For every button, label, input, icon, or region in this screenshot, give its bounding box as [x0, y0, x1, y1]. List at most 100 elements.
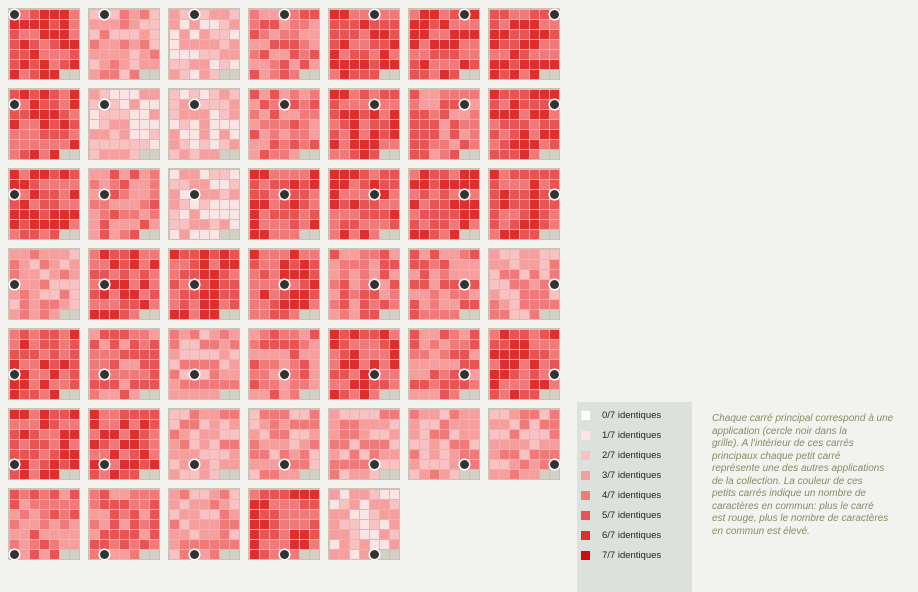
heatmap-cell — [360, 100, 369, 109]
heatmap-cell — [20, 20, 29, 29]
heatmap-cell — [150, 30, 159, 39]
heatmap-cell — [120, 30, 129, 39]
heatmap-cell — [10, 60, 19, 69]
heatmap-cell — [10, 90, 19, 99]
heatmap-cell — [330, 530, 339, 539]
heatmap-cell — [350, 530, 359, 539]
heatmap-cell — [430, 140, 439, 149]
heatmap-cell — [140, 290, 149, 299]
heatmap-cell — [280, 420, 289, 429]
heatmap-cell — [210, 140, 219, 149]
heatmap-cell — [540, 260, 549, 269]
heatmap-cell — [310, 250, 319, 259]
heatmap-cell — [450, 50, 459, 59]
heatmap-cell — [140, 410, 149, 419]
heatmap-cell — [180, 310, 189, 319]
heatmap-cell — [10, 340, 19, 349]
heatmap-cell — [10, 150, 19, 159]
heatmap-cell — [270, 200, 279, 209]
heatmap-cell — [490, 110, 499, 119]
heatmap-cell — [130, 190, 139, 199]
heatmap-cell — [140, 510, 149, 519]
heatmap-cell — [500, 380, 509, 389]
heatmap-cell — [100, 340, 109, 349]
heatmap-cell — [40, 530, 49, 539]
heatmap-cell — [490, 310, 499, 319]
current-app-marker — [100, 460, 109, 469]
heatmap-cell — [20, 410, 29, 419]
heatmap-cell — [360, 230, 369, 239]
heatmap-cell — [140, 540, 149, 549]
heatmap-cell — [60, 520, 69, 529]
heatmap-cell — [220, 30, 229, 39]
heatmap-cell — [110, 200, 119, 209]
heatmap-cell — [110, 190, 119, 199]
heatmap-cell — [110, 460, 119, 469]
heatmap-cell — [410, 360, 419, 369]
heatmap-cell — [390, 470, 399, 479]
heatmap-cell — [100, 140, 109, 149]
heatmap-cell — [20, 490, 29, 499]
heatmap-cell — [290, 490, 299, 499]
heatmap-cell — [460, 140, 469, 149]
heatmap-cell — [250, 220, 259, 229]
heatmap-cell — [430, 210, 439, 219]
heatmap-cell — [30, 370, 39, 379]
heatmap-cell — [190, 140, 199, 149]
heatmap-cell — [110, 150, 119, 159]
heatmap-cell — [420, 290, 429, 299]
heatmap-cell — [70, 30, 79, 39]
legend-label: 6/7 identiques — [602, 529, 662, 541]
heatmap-cell — [210, 60, 219, 69]
heatmap-cell — [200, 340, 209, 349]
heatmap-cell — [510, 450, 519, 459]
heatmap-cell — [360, 410, 369, 419]
heatmap-cell — [510, 370, 519, 379]
heatmap-cell — [460, 350, 469, 359]
heatmap-cell — [280, 290, 289, 299]
heatmap-cell — [350, 490, 359, 499]
heatmap-cell — [220, 370, 229, 379]
heatmap-cell — [50, 140, 59, 149]
heatmap-cell — [10, 200, 19, 209]
heatmap-cell — [420, 380, 429, 389]
heatmap-cell — [60, 10, 69, 19]
heatmap-cell — [50, 280, 59, 289]
heatmap-cell — [330, 190, 339, 199]
heatmap-cell — [420, 130, 429, 139]
heatmap-cell — [470, 170, 479, 179]
heatmap-cell — [410, 150, 419, 159]
heatmap-cell — [380, 300, 389, 309]
heatmap-cell — [510, 360, 519, 369]
heatmap-cell — [500, 70, 509, 79]
heatmap-cell — [270, 350, 279, 359]
heatmap-cell — [520, 260, 529, 269]
current-app-marker — [280, 460, 289, 469]
heatmap-cell — [190, 30, 199, 39]
heatmap-cell — [380, 530, 389, 539]
heatmap-cell — [300, 180, 309, 189]
heatmap-cell — [300, 270, 309, 279]
heatmap-cell — [510, 250, 519, 259]
heatmap-cell — [520, 90, 529, 99]
heatmap-cell — [120, 140, 129, 149]
heatmap-cell — [540, 280, 549, 289]
heatmap-cell — [140, 370, 149, 379]
heatmap-cell — [470, 410, 479, 419]
heatmap-cell — [380, 220, 389, 229]
current-app-marker — [370, 100, 379, 109]
heatmap-cell — [450, 150, 459, 159]
heatmap-cell — [440, 220, 449, 229]
heatmap-cell — [330, 110, 339, 119]
heatmap-cell — [120, 270, 129, 279]
heatmap-cell — [390, 500, 399, 509]
heatmap-cell — [130, 10, 139, 19]
heatmap-cell — [40, 550, 49, 559]
heatmap-cell — [360, 470, 369, 479]
heatmap-cell — [190, 180, 199, 189]
current-app-marker — [190, 100, 199, 109]
heatmap-cell — [260, 250, 269, 259]
heatmap-cell — [370, 350, 379, 359]
heatmap-cell — [180, 420, 189, 429]
heatmap-cell — [380, 30, 389, 39]
